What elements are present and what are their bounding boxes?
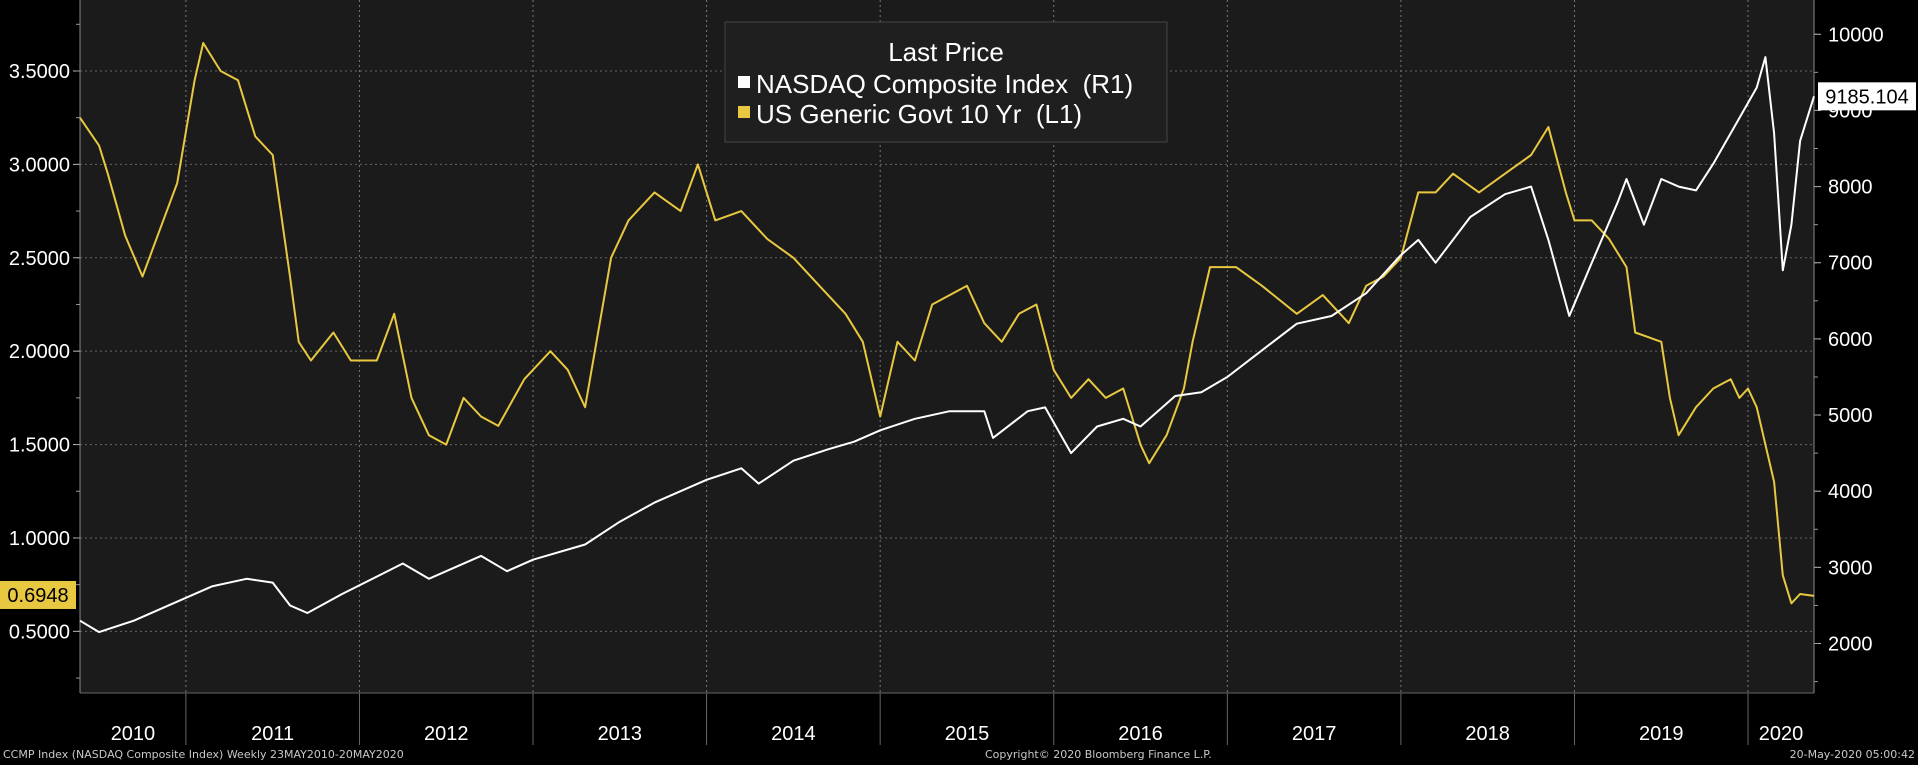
legend-swatch-us10y xyxy=(738,106,750,118)
x-tick-label: 2017 xyxy=(1292,723,1337,745)
left-tick-label: 1.0000 xyxy=(9,528,70,550)
right-tick-label: 8000 xyxy=(1828,177,1873,199)
x-tick-label: 2015 xyxy=(945,723,990,745)
footer-source: CCMP Index (NASDAQ Composite Index) Week… xyxy=(3,748,404,761)
right-tick-label: 2000 xyxy=(1828,634,1873,656)
footer-copyright: Copyright© 2020 Bloomberg Finance L.P. xyxy=(985,748,1212,761)
x-tick-label: 2019 xyxy=(1639,723,1684,745)
x-tick-label: 2020 xyxy=(1759,723,1804,745)
right-tick-label: 10000 xyxy=(1828,24,1884,46)
legend-label-nasdaq: NASDAQ Composite Index (R1) xyxy=(756,69,1133,99)
x-tick-label: 2011 xyxy=(251,723,294,745)
left-tick-label: 2.5000 xyxy=(9,248,70,270)
legend: Last Price NASDAQ Composite Index (R1) U… xyxy=(724,21,1168,143)
left-tick-label: 2.0000 xyxy=(9,341,70,363)
legend-title: Last Price xyxy=(888,37,1004,67)
x-tick-label: 2010 xyxy=(111,723,156,745)
x-tick-label: 2018 xyxy=(1465,723,1510,745)
right-tick-label: 4000 xyxy=(1828,481,1873,503)
x-tick-label: 2014 xyxy=(771,723,816,745)
left-tick-label: 1.5000 xyxy=(9,435,70,457)
last-value-left-tag: 0.6948 xyxy=(0,580,76,609)
legend-box xyxy=(724,21,1168,143)
last-value-right-tag: 9185.104 xyxy=(1818,82,1916,111)
right-tick-label: 7000 xyxy=(1828,253,1873,275)
left-axis: 0.5000 1.0000 1.5000 2.0000 2.5000 3.0000 3.50… xyxy=(9,0,81,693)
x-tick-label: 2016 xyxy=(1118,723,1163,745)
left-tick-label: 3.5000 xyxy=(9,61,70,83)
price-chart: 2010 2011 2012 2013 2014 2015 2016 2017 2018 2019… xyxy=(0,0,1916,745)
last-value-us10y: 0.6948 xyxy=(7,585,68,607)
right-tick-label: 6000 xyxy=(1828,329,1873,351)
right-tick-label: 5000 xyxy=(1828,405,1873,427)
x-axis: 2010 2011 2012 2013 2014 2015 2016 2017 2018 2019… xyxy=(80,692,1814,745)
left-tick-label: 3.0000 xyxy=(9,154,70,176)
series-lines xyxy=(79,42,1815,634)
legend-swatch-nasdaq xyxy=(738,76,750,88)
series-line-nasdaq xyxy=(79,56,1815,634)
legend-label-us10y: US Generic Govt 10 Yr (L1) xyxy=(756,99,1082,129)
gridlines xyxy=(80,0,1814,693)
series-line-us10y xyxy=(79,42,1815,605)
x-tick-label: 2012 xyxy=(424,723,469,745)
left-tick-label: 0.5000 xyxy=(9,621,70,643)
x-tick-label: 2013 xyxy=(598,723,643,745)
footer-timestamp: 20-May-2020 05:00:42 xyxy=(1789,748,1915,761)
right-tick-label: 3000 xyxy=(1828,557,1873,579)
last-value-nasdaq: 9185.104 xyxy=(1825,86,1908,108)
